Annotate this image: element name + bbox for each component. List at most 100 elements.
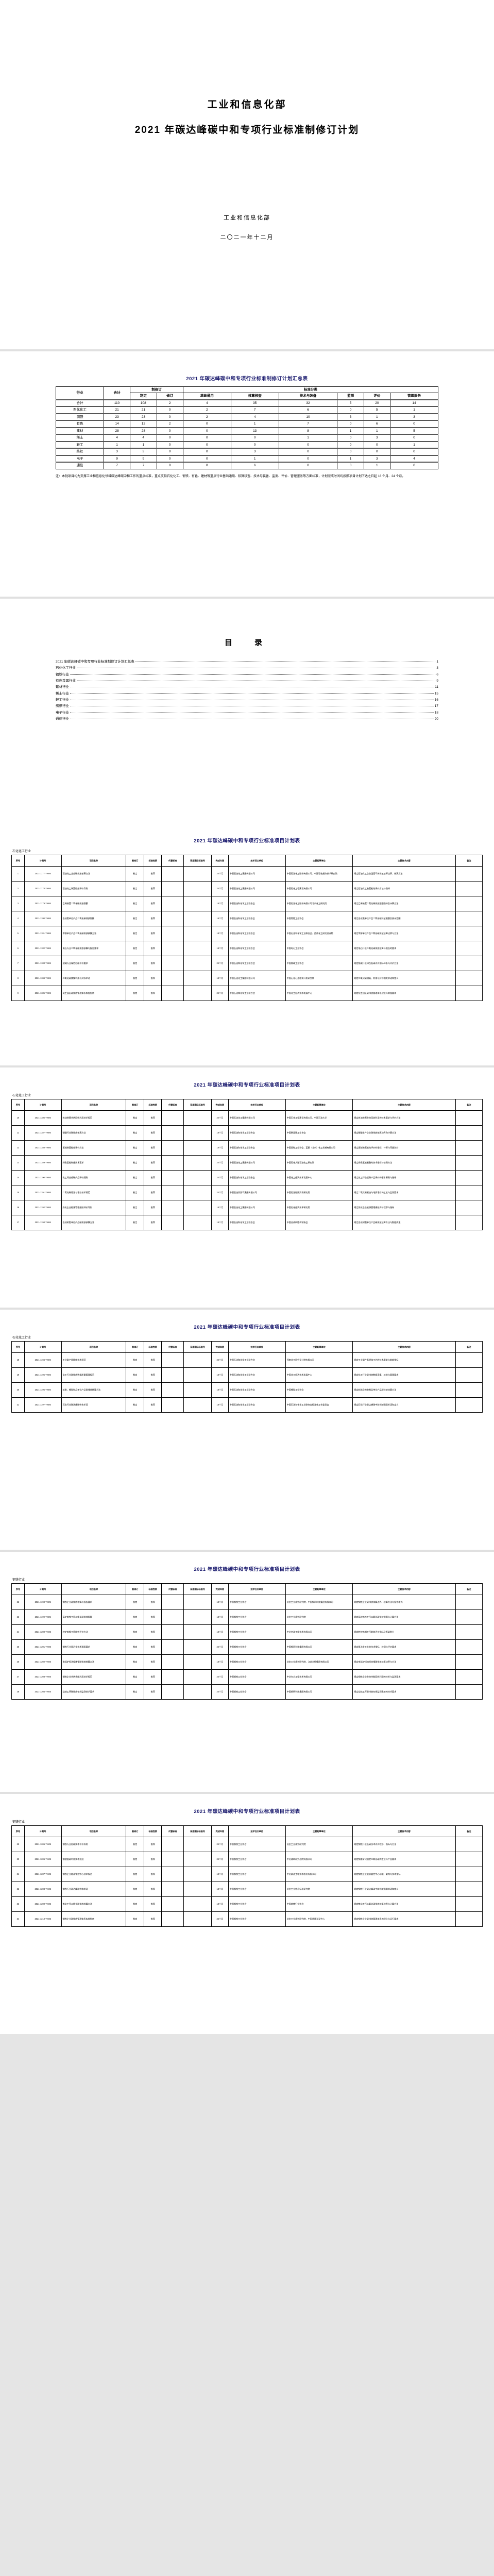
summary-cell-manage: 5 [390,427,438,435]
project-cell-std [183,896,212,911]
project-th: 技术归口单位 [228,1825,286,1837]
summary-cell-revise: 0 [156,413,183,421]
project-cell-code: 2021-1206-T-605 [24,1852,62,1867]
project-cell-rep [161,1397,184,1413]
summary-cell-make: 3 [130,448,157,456]
project-cell-drafter: 中国合成树脂供销协会 [285,1215,353,1230]
summary-row: 合计 110 108 2 4 35 32 5 20 14 [56,399,438,407]
project-cell-name: 钢铁企业碳排放管理体系实施指南 [61,1911,127,1927]
summary-cell-account: 1 [230,420,279,428]
project-row: 1 2021-1177-T-606 石油化工企业碳排放核算方法 制定 推荐 24个月 中国石… [11,866,483,882]
project-cell-no: 3 [11,896,25,911]
project-cell-no: 14 [11,1170,25,1185]
project-row: 15 2021-1191-T-606 二氧化碳驱油与埋存技术规范 制定 推荐 24个月 中国… [11,1185,483,1200]
project-cell-rel [455,1837,483,1852]
project-cell-rep [161,881,184,896]
toc-entry-page: 20 [434,717,438,721]
project-cell-name: 氯碱装置能效评价方法 [61,1140,127,1156]
summary-cell-tech: 0 [278,454,338,463]
project-th: 完成年限 [211,1583,229,1595]
project-cell-obj: 推荐 [143,1837,162,1852]
project-cell-drafter: 中国石化石油勘探开发研究院 [285,971,353,986]
project-cell-rel [455,986,483,1001]
toc-entry[interactable]: 通信行业 20 [56,716,438,722]
project-cell-rel [455,1684,483,1700]
project-th: 采用国际标准号 [183,1341,212,1353]
project-cell-cyc: 18个月 [211,971,229,986]
toc-entry[interactable]: 钢铁行业 6 [56,672,438,678]
project-cell-unit: 中国石油化工集团有限公司 [228,1110,286,1126]
summary-cell-account: 6 [230,462,279,469]
project-table: 序号 计划号 项目名称 制修订 标准性质 代替标准 采用国际标准号 完成年限 技术归口单位 主要起… [11,855,483,1001]
summary-row: 轻工 1 1 0 0 0 0 0 0 1 [56,440,438,449]
summary-th-total: 合计 [103,386,131,400]
project-cell-code: 2021-1191-T-606 [24,1185,62,1200]
project-cell-content: 规定炼油装置余热回收利用的技术要求与评价方法 [352,1110,456,1126]
toc-entry[interactable]: 稀土行业 15 [56,691,438,697]
project-table-page: 2021 年碳达峰碳中和专项行业标准项目计划表 石化化工行业 序号 计划号 项目名称 制修… [0,1308,494,1550]
project-cell-cyc: 24个月 [211,1837,229,1852]
project-cell-rep [161,1669,184,1685]
project-cell-cyc: 18个月 [211,1125,229,1141]
project-cell-rel [455,1896,483,1912]
summary-cell-account: 0 [230,434,279,442]
project-cell-rel [455,1200,483,1215]
toc-entry[interactable]: 有色金属行业 9 [56,678,438,684]
project-table-title: 2021 年碳达峰碳中和专项行业标准项目计划表 [194,1082,300,1088]
project-cell-drafter: 中国石化工程建设有限公司 [285,881,353,896]
project-cell-code: 2021-1186-T-606 [24,1110,62,1126]
project-cell-std [183,1882,212,1897]
project-cell-nat: 制定 [126,986,144,1001]
project-cell-drafter: 中国氯碱工业协会 [285,956,353,971]
project-table-title: 2021 年碳达峰碳中和专项行业标准项目计划表 [194,1567,300,1572]
project-cell-unit: 中国钢铁工业协会 [228,1911,286,1927]
summary-cell-basic: 0 [182,440,231,449]
project-cell-rel [455,1155,483,1171]
toc-entry[interactable]: 2021 年碳达峰碳中和专项行业标准制修订计划汇总表 1 [56,659,438,665]
summary-cell-revise: 2 [156,399,183,407]
project-cell-code: 2021-1205-T-605 [24,1837,62,1852]
project-th: 计划号 [24,1099,62,1111]
summary-cell-tech: 32 [278,399,338,407]
summary-cell-monitor: 3 [337,413,364,421]
project-cell-nat: 制定 [126,1352,144,1368]
project-cell-obj: 推荐 [143,1654,162,1670]
toc-entry[interactable]: 轻工行业 16 [56,697,438,703]
project-cell-rel [455,1352,483,1368]
project-cell-content: 规定烧结工序碳排放在线监测系统的技术要求 [352,1684,456,1700]
project-th: 标准性质 [143,1583,162,1595]
project-cell-name: 烧结工序碳排放在线监测技术要求 [61,1684,127,1700]
toc-entry[interactable]: 石化化工行业 3 [56,665,438,671]
toc-entry[interactable]: 纺织行业 17 [56,703,438,709]
project-cell-std [183,1140,212,1156]
project-cell-rep [161,1654,184,1670]
project-cell-obj: 推荐 [143,941,162,956]
project-cell-drafter: 中国氮肥工业协会 [285,911,353,926]
project-cell-code: 2021-1204-T-605 [24,1684,62,1700]
project-row: 32 2021-1208-T-605 钢铁行业碳达峰碳中和术语 制定 推荐 18个月 中国钢… [11,1882,483,1897]
project-cell-content: 规定钢铁行业低碳技术评价程序、指标与方法 [352,1837,456,1852]
project-cell-std [183,1684,212,1700]
project-cell-cyc: 24个月 [211,1684,229,1700]
project-cell-content: 规定炼化企业能源管理绩效评价程序与指标 [352,1200,456,1215]
project-th: 代替标准 [161,1825,184,1837]
project-cell-no: 8 [11,971,25,986]
project-cell-std [183,1624,212,1640]
project-cell-std [183,986,212,1001]
project-th: 主要技术内容 [352,855,456,867]
project-cell-rep [161,1382,184,1398]
project-row: 33 2021-1209-T-605 焦化工序二氧化碳排放核算方法 制定 推荐 18个月中… [11,1896,483,1912]
project-cell-rep [161,1684,184,1700]
project-row: 12 2021-1188-T-606 氯碱装置能效评价方法 制定 推荐 18个月 中国石油和… [11,1140,483,1156]
project-cell-content: 规定二氧化碳捕集、利用与封存相关术语和定义 [352,971,456,986]
toc-entry-page: 6 [436,672,438,676]
project-cell-no: 26 [11,1654,25,1670]
project-row: 20 2021-1196-T-606 轮胎、橡胶制品单位产品碳排放核算方法 制定 推荐 1… [11,1382,483,1398]
toc-entry[interactable]: 电子行业 18 [56,710,438,716]
project-cell-drafter: 冶金工业规划研究院、江苏沙钢集团有限公司 [285,1654,353,1670]
project-cell-rep [161,1185,184,1200]
toc-entry[interactable]: 建材行业 11 [56,684,438,690]
summary-th-industry: 行业 [56,386,104,400]
project-table: 序号 计划号 项目名称 制修订 标准性质 代替标准 采用国际标准号 完成年限 技术归口单位 主要起… [11,1583,483,1700]
summary-cell-manage: 1 [390,406,438,414]
